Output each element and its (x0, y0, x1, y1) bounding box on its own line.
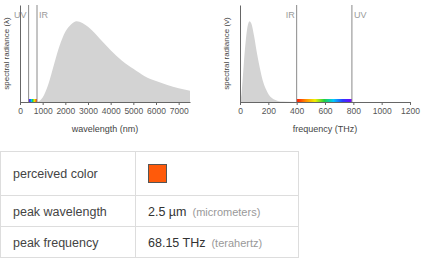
x-tick-mark (382, 102, 383, 105)
region-label: UV (354, 10, 367, 20)
y-axis (20, 6, 21, 103)
x-tick-mark (268, 102, 269, 105)
plot-area (20, 5, 190, 102)
page: UVIR01000200030004000500060007000wavelen… (0, 0, 431, 258)
table-label: peak frequency (13, 236, 99, 250)
x-tick: 1000 (34, 102, 53, 116)
table-label: peak wavelength (13, 205, 107, 219)
x-tick-label: 800 (347, 106, 361, 116)
y-axis-title: spectral radiance (λ) (2, 17, 11, 90)
x-tick: 4000 (102, 102, 121, 116)
y-axis-line (20, 6, 21, 103)
table-label: perceived color (13, 167, 98, 181)
x-tick: 400 (290, 102, 304, 116)
x-tick-mark (43, 102, 44, 105)
table-row: peak frequency 68.15 THz (terahertz) (1, 227, 299, 258)
x-tick: 0 (238, 102, 243, 116)
x-tick: 6000 (147, 102, 166, 116)
x-tick-mark (179, 102, 180, 105)
x-tick-label: 600 (318, 106, 332, 116)
x-tick-label: 200 (262, 106, 276, 116)
radiance-area (240, 21, 410, 102)
x-tick: 3000 (79, 102, 98, 116)
table-row: peak wavelength 2.5 µm (micrometers) (1, 196, 299, 227)
x-tick: 2000 (56, 102, 75, 116)
x-tick: 800 (347, 102, 361, 116)
x-tick-mark (297, 102, 298, 105)
y-axis (240, 6, 241, 103)
table-value: 2.5 µm (148, 205, 186, 219)
x-tick-label: 5000 (124, 106, 143, 116)
x-tick-mark (88, 102, 89, 105)
y-axis-title: spectral radiance (ν) (222, 17, 231, 90)
x-tick-label: 7000 (170, 106, 189, 116)
x-axis: 0 10002000 3000 40005000 6000 7000 (18, 102, 190, 116)
x-tick-label: 1000 (34, 106, 53, 116)
x-tick: 200 (262, 102, 276, 116)
table-unit-note: (micrometers) (192, 206, 260, 218)
table-column-line (135, 152, 136, 196)
table-value: 68.15 THz (148, 236, 205, 250)
table-column-line (135, 227, 136, 258)
x-axis-line (21, 102, 191, 103)
table-column-line (135, 196, 136, 227)
x-tick: 0 (18, 102, 23, 116)
x-tick-mark (156, 102, 157, 105)
region-line (28, 5, 29, 102)
region-label: IR (286, 10, 296, 20)
table-unit-note: (terahertz) (211, 237, 262, 249)
x-tick-label: 1000 (373, 106, 392, 116)
chart: UV IR 0 200 400 600 800 1000 1200 frequency (THz)… (222, 5, 420, 134)
region-line (296, 5, 297, 102)
info-table: perceived color peak wavelength 2.5 µm (mic… (1, 152, 299, 258)
x-axis-title: wavelength (nm) (71, 124, 139, 134)
region-line (37, 5, 38, 102)
x-tick-label: 1200 (401, 106, 420, 116)
table-cell-border (1, 196, 299, 227)
x-tick-label: 0 (238, 106, 243, 116)
x-tick-mark (325, 102, 326, 105)
x-axis-title: frequency (THz) (293, 124, 358, 134)
x-tick-mark (65, 102, 66, 105)
x-tick: 1000 (373, 102, 392, 116)
table-cell-border (1, 152, 299, 196)
x-tick: 5000 (124, 102, 143, 116)
y-axis-line (240, 6, 241, 103)
x-axis: 0 200 400 600 800 1000 1200 (238, 102, 420, 116)
x-tick-label: 6000 (147, 106, 166, 116)
x-tick-label: 3000 (79, 106, 98, 116)
x-tick-label: 2000 (56, 106, 75, 116)
x-tick: 1200 (401, 102, 420, 116)
region-line (351, 5, 352, 102)
x-tick-mark (111, 102, 112, 105)
x-tick-mark (353, 102, 354, 105)
table-row: perceived color (1, 152, 299, 196)
plot-area (240, 5, 410, 102)
visible-spectrum (297, 99, 352, 102)
x-tick-label: 400 (290, 106, 304, 116)
table-cell-border (1, 227, 299, 258)
x-tick-mark (133, 102, 134, 105)
color-swatch (149, 165, 167, 183)
region-label: IR (39, 10, 49, 20)
x-tick: 600 (318, 102, 332, 116)
x-tick-label: 0 (18, 106, 23, 116)
visible-spectrum (29, 99, 37, 102)
x-tick-label: 4000 (102, 106, 121, 116)
x-tick-mark (410, 102, 411, 105)
x-tick: 7000 (170, 102, 189, 116)
chart: UVIR01000200030004000500060007000wavelen… (2, 5, 191, 134)
radiance-area (20, 21, 190, 102)
